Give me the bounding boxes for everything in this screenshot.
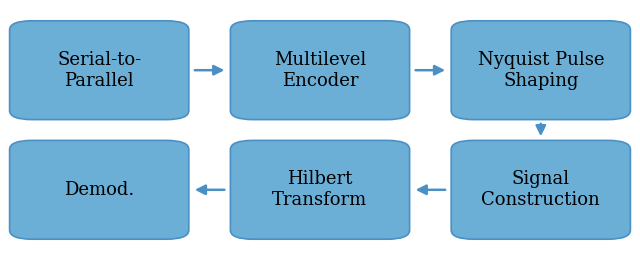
Text: Hilbert
Transform: Hilbert Transform [273, 170, 367, 209]
Text: Demod.: Demod. [64, 181, 134, 199]
FancyBboxPatch shape [230, 140, 410, 239]
FancyBboxPatch shape [10, 140, 189, 239]
Text: Serial-to-
Parallel: Serial-to- Parallel [57, 51, 141, 90]
FancyBboxPatch shape [230, 21, 410, 120]
Text: Multilevel
Encoder: Multilevel Encoder [274, 51, 366, 90]
Text: Nyquist Pulse
Shaping: Nyquist Pulse Shaping [477, 51, 604, 90]
FancyBboxPatch shape [10, 21, 189, 120]
Text: Signal
Construction: Signal Construction [481, 170, 600, 209]
FancyBboxPatch shape [451, 21, 630, 120]
FancyBboxPatch shape [451, 140, 630, 239]
